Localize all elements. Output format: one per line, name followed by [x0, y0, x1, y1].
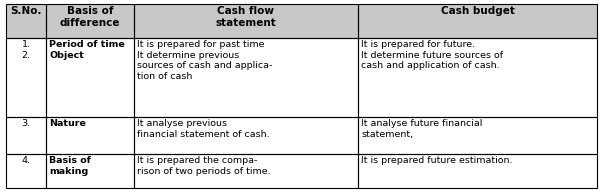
Bar	[46, 38, 134, 117]
Text: It is prepared the compa-
rison of two periods of time.: It is prepared the compa- rison of two p…	[137, 156, 270, 176]
Bar	[134, 38, 358, 117]
Bar	[6, 4, 46, 38]
Text: 4.: 4.	[22, 156, 31, 165]
Bar	[46, 4, 134, 38]
Bar	[46, 38, 134, 117]
Bar	[6, 117, 46, 154]
Bar	[358, 154, 597, 188]
Text: Cash flow
statement: Cash flow statement	[216, 6, 276, 28]
Text: It analyse future financial
statement,: It analyse future financial statement,	[361, 119, 482, 139]
Text: It analyse previous
financial statement of cash.: It analyse previous financial statement …	[137, 119, 270, 139]
Bar	[46, 154, 134, 188]
Bar	[134, 117, 358, 154]
Bar	[134, 38, 358, 117]
Bar	[46, 154, 134, 188]
Bar	[6, 38, 46, 117]
Bar	[358, 38, 597, 117]
Text: 1.
2.: 1. 2.	[22, 40, 31, 60]
Bar	[6, 154, 46, 188]
Text: Cash budget: Cash budget	[441, 6, 514, 16]
Bar	[358, 117, 597, 154]
Bar	[358, 117, 597, 154]
Text: 3.: 3.	[22, 119, 31, 128]
Text: It is prepared for future.
It determine future sources of
cash and application o: It is prepared for future. It determine …	[361, 40, 504, 70]
Bar	[46, 117, 134, 154]
Bar	[134, 154, 358, 188]
Bar	[134, 4, 358, 38]
Text: Basis of
making: Basis of making	[49, 156, 91, 176]
Bar	[134, 117, 358, 154]
Text: Nature: Nature	[49, 119, 86, 128]
Text: Period of time
Object: Period of time Object	[49, 40, 125, 60]
Text: S.No.: S.No.	[10, 6, 42, 16]
Bar	[6, 38, 46, 117]
Text: It is prepared future estimation.: It is prepared future estimation.	[361, 156, 513, 165]
Bar	[6, 4, 46, 38]
Bar	[6, 117, 46, 154]
Bar	[46, 117, 134, 154]
Bar	[358, 38, 597, 117]
Bar	[134, 4, 358, 38]
Bar	[6, 154, 46, 188]
Bar	[358, 154, 597, 188]
Text: Basis of
difference: Basis of difference	[60, 6, 120, 28]
Bar	[358, 4, 597, 38]
Bar	[46, 4, 134, 38]
Bar	[134, 154, 358, 188]
Text: It is prepared for past time
It determine previous
sources of cash and applica-
: It is prepared for past time It determin…	[137, 40, 272, 81]
Bar	[358, 4, 597, 38]
